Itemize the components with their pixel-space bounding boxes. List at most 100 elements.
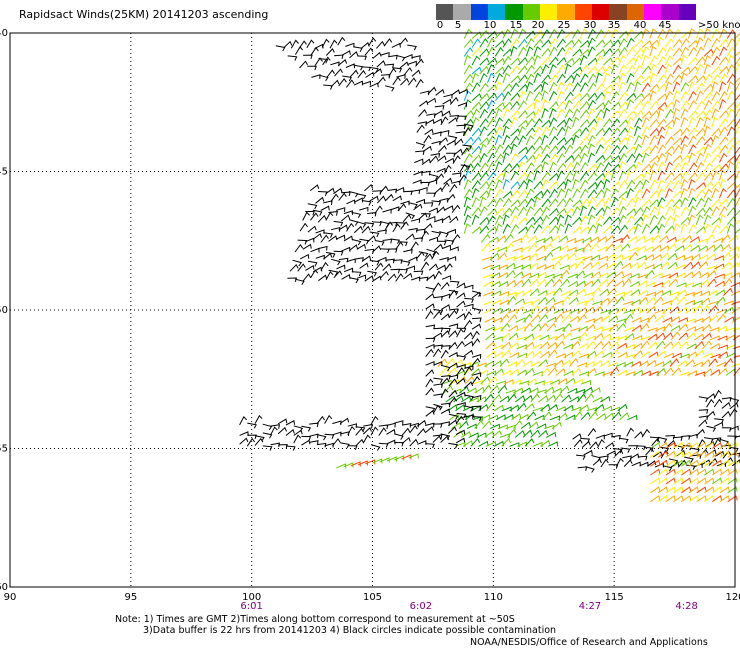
wind-barb xyxy=(463,47,474,57)
wind-barb xyxy=(610,75,621,84)
wind-barb xyxy=(514,358,525,367)
wind-barb xyxy=(603,205,611,216)
wind-barb xyxy=(660,279,671,288)
wind-barb xyxy=(370,426,379,436)
wind-barb xyxy=(693,463,703,468)
wind-barb xyxy=(572,134,580,146)
wind-barb xyxy=(408,227,418,233)
wind-barb xyxy=(688,486,699,494)
wind-barb xyxy=(470,437,481,447)
wind-barb xyxy=(456,327,467,333)
wind-barb xyxy=(595,198,606,208)
wind-barb xyxy=(629,272,640,279)
wind-barb xyxy=(505,269,516,279)
wind-barb xyxy=(585,323,596,332)
wind-barb xyxy=(602,405,613,412)
wind-barb xyxy=(524,350,535,358)
wind-barb xyxy=(721,427,732,432)
wind-barb xyxy=(575,388,586,395)
wind-barb xyxy=(556,170,565,181)
wind-barb xyxy=(520,421,531,429)
wind-barb xyxy=(510,143,518,154)
wind-barb xyxy=(388,67,397,77)
wind-barb xyxy=(507,393,517,403)
wind-barb xyxy=(719,73,728,84)
wind-barb xyxy=(425,337,436,343)
wind-barb xyxy=(417,428,426,437)
wind-barb xyxy=(518,146,529,155)
wind-barb xyxy=(734,153,740,163)
wind-barb xyxy=(533,98,541,110)
wind-barb xyxy=(595,83,605,93)
wind-barb xyxy=(603,216,613,226)
wind-barb xyxy=(471,372,482,377)
wind-barb xyxy=(537,278,547,288)
wind-barb xyxy=(715,296,726,305)
wind-barb xyxy=(672,172,683,181)
wind-barb xyxy=(275,45,286,52)
wind-barb xyxy=(487,37,496,48)
wind-barb xyxy=(376,195,386,204)
wind-barb xyxy=(433,296,443,301)
wind-barb xyxy=(723,287,733,296)
wind-barb xyxy=(726,101,737,110)
wind-barb xyxy=(421,213,431,218)
wind-barb xyxy=(593,332,604,341)
wind-barb xyxy=(590,254,601,261)
wind-barb xyxy=(396,74,406,79)
wind-barb xyxy=(502,144,512,155)
wind-barb xyxy=(429,155,439,164)
wind-barb xyxy=(614,449,624,457)
wind-barb xyxy=(537,296,548,305)
wind-barb xyxy=(493,368,504,376)
wind-barb xyxy=(538,429,549,438)
wind-barb xyxy=(664,108,674,119)
wind-barb xyxy=(537,290,548,297)
wind-barb xyxy=(479,190,490,199)
wind-barb xyxy=(541,179,550,190)
wind-barb xyxy=(502,190,513,199)
wind-barb xyxy=(631,461,641,467)
wind-barb xyxy=(721,410,731,419)
wind-barb xyxy=(734,219,740,226)
wind-barb xyxy=(479,72,488,84)
wind-barb xyxy=(711,66,722,75)
wind-barb xyxy=(656,350,667,358)
wind-barb xyxy=(527,235,538,243)
wind-barb xyxy=(549,101,559,110)
wind-barb xyxy=(704,459,715,467)
wind-barb xyxy=(719,459,730,467)
wind-barb xyxy=(626,153,636,163)
wind-barb xyxy=(510,28,519,39)
wind-barb xyxy=(618,224,628,234)
wind-barb xyxy=(323,232,334,238)
wind-barb xyxy=(359,262,369,269)
wind-barb xyxy=(657,468,669,476)
wind-barb xyxy=(680,216,691,226)
wind-barb xyxy=(703,181,714,190)
wind-barb xyxy=(496,235,507,243)
wind-barb xyxy=(603,47,613,57)
wind-barb xyxy=(659,245,670,252)
wind-barb xyxy=(687,370,698,376)
wind-barb xyxy=(533,30,544,39)
wind-barb xyxy=(309,433,319,439)
wind-barb xyxy=(649,45,657,57)
wind-barb xyxy=(482,420,492,429)
wind-barb xyxy=(722,278,733,288)
wind-barb xyxy=(556,38,566,48)
wind-barb xyxy=(441,110,451,117)
wind-barb xyxy=(726,126,736,137)
wind-barb xyxy=(695,135,706,146)
wind-barb xyxy=(712,486,723,494)
wind-barb xyxy=(436,206,446,214)
wind-barb xyxy=(713,421,724,427)
wind-barb xyxy=(525,81,534,92)
wind-barb xyxy=(368,37,377,47)
wind-barb xyxy=(456,377,466,385)
wind-barb xyxy=(407,77,417,86)
wind-barb xyxy=(366,235,376,243)
wind-barb xyxy=(287,55,298,61)
wind-barb xyxy=(472,416,482,422)
wind-barb xyxy=(456,367,465,376)
